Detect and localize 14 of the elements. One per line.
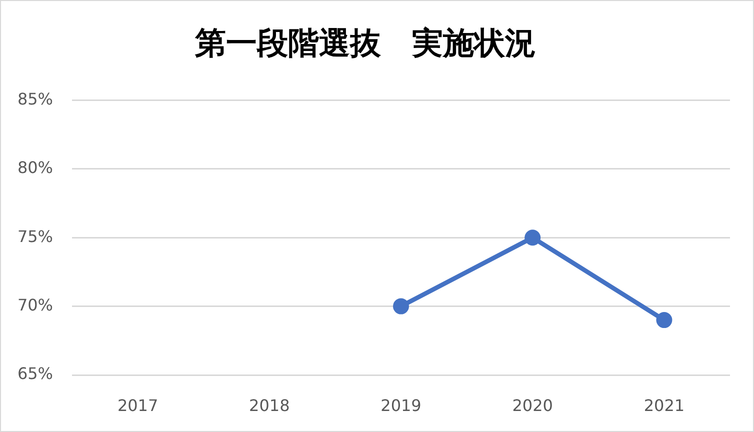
point bbox=[656, 312, 672, 328]
point bbox=[393, 298, 409, 314]
x-tick-label: 2017 bbox=[117, 396, 158, 415]
y-tick-label: 75% bbox=[17, 226, 53, 246]
y-tick-label: 65% bbox=[17, 364, 53, 384]
y-tick-label: 85% bbox=[17, 89, 53, 108]
x-tick-label: 2018 bbox=[249, 396, 290, 415]
x-tick-label: 2021 bbox=[644, 396, 685, 415]
x-tick-label: 2019 bbox=[380, 396, 422, 415]
x-tick-label: 2020 bbox=[512, 396, 553, 415]
point bbox=[524, 230, 541, 246]
y-tick-label: 80% bbox=[17, 158, 53, 178]
y-tick-label: 70% bbox=[17, 295, 53, 314]
chart-title: 第一段階選抜 実施状況 bbox=[194, 26, 536, 62]
